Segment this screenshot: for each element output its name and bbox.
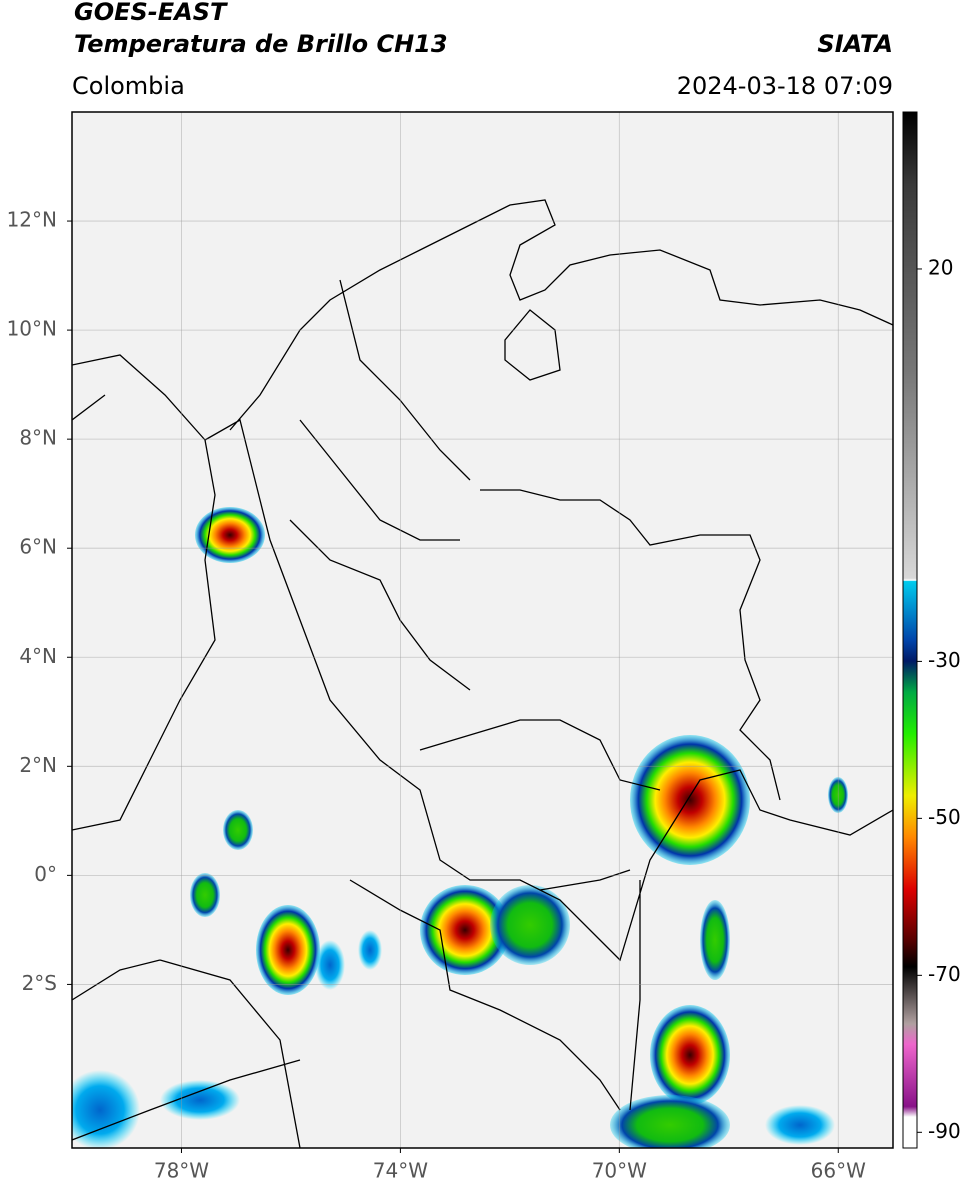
y-tick-label: 2°N [19, 753, 57, 777]
x-tick-label: 70°W [592, 1159, 647, 1183]
x-tick-label: 66°W [811, 1159, 866, 1183]
x-tick-label: 74°W [373, 1159, 428, 1183]
colorbar-tick-label: -70 [928, 962, 961, 986]
satellite-image [72, 112, 893, 1148]
y-tick-label: 2°S [22, 971, 57, 995]
y-tick-label: 8°N [19, 426, 57, 450]
y-tick-label: 12°N [7, 208, 57, 232]
region: Colombia [72, 72, 185, 100]
datetime: 2024-03-18 07:09 [677, 72, 893, 100]
x-tick-label: 78°W [154, 1159, 209, 1183]
title: GOES-EAST [74, 0, 228, 26]
colorbar-tick-label: -30 [928, 648, 961, 672]
source: SIATA [817, 30, 893, 58]
colorbar-tick-label: 20 [928, 255, 953, 279]
y-tick-label: 4°N [19, 644, 57, 668]
y-tick-label: 10°N [7, 317, 57, 341]
map-frame [71, 111, 894, 1149]
colorbar-tick-label: -50 [928, 805, 961, 829]
y-tick-label: 0° [34, 862, 57, 886]
colorbar [902, 111, 918, 1149]
colorbar-tick-label: -90 [928, 1119, 961, 1143]
subtitle: Temperatura de Brillo CH13 [74, 30, 448, 58]
y-tick-label: 6°N [19, 535, 57, 559]
